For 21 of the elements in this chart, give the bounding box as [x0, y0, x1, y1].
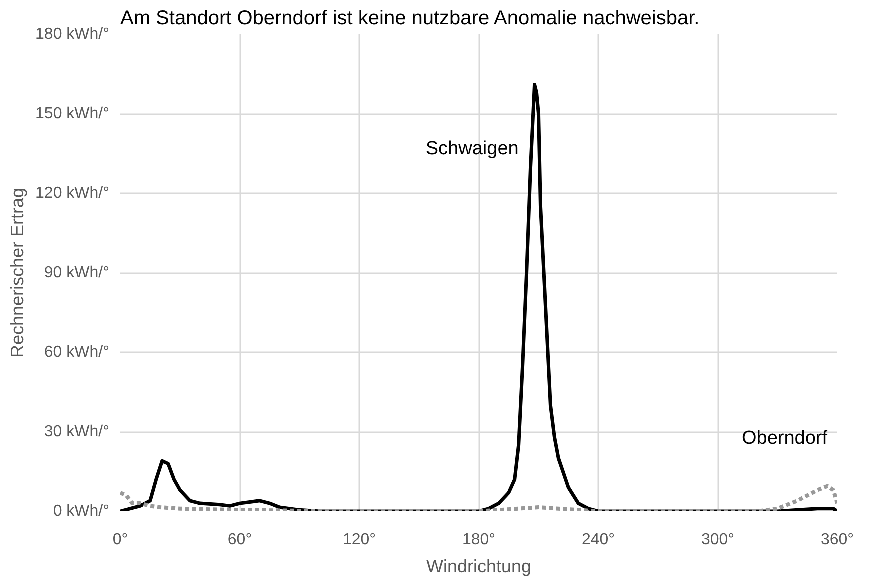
x-axis-title: Windrichtung [426, 556, 532, 576]
chart-title: Am Standort Oberndorf ist keine nutzbare Anomalie nachweisbar. [120, 8, 700, 30]
y-tick-label: 180 kWh/° [36, 26, 110, 43]
series-label: Oberndorf [742, 428, 828, 450]
y-tick-label: 150 kWh/° [36, 106, 110, 122]
x-tick-label: 0° [112, 532, 128, 548]
y-tick-label: 60 kWh/° [44, 344, 110, 361]
x-tick-label: 240° [582, 532, 616, 548]
y-tick-label: 30 kWh/° [44, 424, 110, 440]
x-tick-label: 360° [820, 532, 854, 548]
x-tick-label: 300° [701, 532, 735, 548]
line-series [120, 484, 838, 512]
y-axis-title: Rechnerischer Ertrag [8, 188, 28, 358]
x-tick-label: 120° [342, 532, 376, 548]
y-tick-label: 120 kWh/° [36, 185, 110, 202]
y-tick-label: 90 kWh/° [44, 264, 110, 282]
x-tick-label: 60° [228, 532, 252, 548]
x-tick-label: 180° [462, 532, 496, 548]
line-series [120, 83, 838, 512]
y-tick-label: 0 kWh/° [53, 503, 110, 520]
series-label: Schwaigen [426, 138, 519, 160]
